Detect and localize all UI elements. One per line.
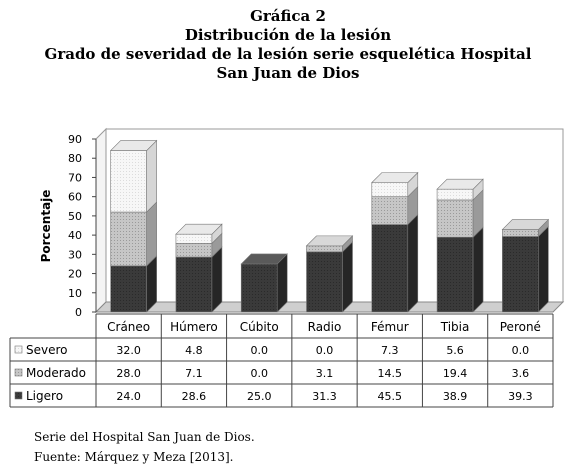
y-tick-label: 90	[68, 133, 82, 146]
bar-craneo-severo-side	[146, 139, 157, 213]
x-tick-label-radio: Radio	[308, 320, 342, 334]
data-label-humero-ligero: 28.6	[182, 390, 207, 403]
bar-femur-severo	[371, 182, 409, 197]
bar-radio-ligero	[306, 251, 343, 313]
data-label-craneo-severo: 32.0	[116, 344, 141, 357]
y-tick-label: 60	[68, 191, 82, 204]
y-tick-label: 30	[68, 248, 82, 261]
footnote-source: Fuente: Márquez y Meza [2013].	[34, 450, 234, 464]
data-label-femur-severo: 7.3	[381, 344, 399, 357]
bar-tibia-severo-top	[436, 178, 484, 190]
bar-femur-ligero-side	[407, 213, 419, 313]
data-label-radio-moderado: 3.1	[316, 367, 334, 380]
y-axis: 0 10 20 30 40 50 60 70 80 90	[68, 133, 97, 319]
chart-title: Gráfica 2	[250, 7, 326, 25]
bar-radio-moderado-top	[305, 235, 354, 247]
data-label-cubito-moderado: 0.0	[250, 367, 268, 380]
data-label-humero-severo: 4.8	[185, 344, 203, 357]
data-label-tibia-severo: 5.6	[446, 344, 464, 357]
data-label-cubito-severo: 0.0	[250, 344, 268, 357]
bar-tibia-ligero	[436, 236, 474, 313]
bar-craneo-severo	[110, 150, 147, 213]
data-label-humero-moderado: 7.1	[185, 367, 203, 380]
legend-key-severo	[14, 345, 23, 354]
data-table: Cráneo Húmero Cúbito Radio Fémur Tibia Peroné S…	[9, 313, 554, 408]
legend-label-severo: Severo	[26, 343, 68, 357]
chart-subtitle-line-1: Distribución de la lesión	[184, 26, 392, 44]
data-label-cubito-ligero: 25.0	[247, 390, 272, 403]
data-label-perone-ligero: 39.3	[508, 390, 533, 403]
bar-craneo-severo-top	[109, 140, 158, 151]
bar-radio-ligero-side	[342, 241, 353, 313]
bar-perone-ligero	[502, 236, 539, 313]
data-label-radio-severo: 0.0	[316, 344, 334, 357]
bar-femur-ligero	[371, 224, 409, 313]
x-tick-label-craneo: Cráneo	[107, 320, 150, 334]
y-axis-label: Porcentaje	[39, 190, 53, 263]
bar-craneo-ligero	[110, 265, 147, 313]
bar-tibia-ligero-side	[472, 226, 484, 313]
bar-radio-moderado	[306, 245, 343, 253]
chart-area: 0 10 20 30 40 50 60 70 80 90 Cráneo Húmero Cúbito Ra…	[9, 127, 565, 408]
y-tick-label: 40	[68, 229, 82, 242]
x-tick-label-tibia: Tibia	[440, 320, 470, 334]
footnote-series: Serie del Hospital San Juan de Dios.	[34, 430, 255, 444]
bar-humero-ligero	[175, 256, 213, 313]
bar-femur-moderado	[371, 196, 409, 225]
data-label-tibia-ligero: 38.9	[443, 390, 468, 403]
bar-humero-severo	[175, 233, 213, 244]
y-tick-label: 0	[75, 306, 82, 319]
bar-tibia-moderado	[436, 199, 474, 238]
chart-subtitle-line-2: Grado de severidad de la lesión serie es…	[44, 45, 532, 63]
bar-perone-moderado	[502, 229, 539, 237]
legend-key-moderado	[14, 368, 23, 377]
x-tick-label-perone: Peroné	[500, 320, 541, 334]
data-label-radio-ligero: 31.3	[312, 390, 337, 403]
y-tick-label: 50	[68, 210, 82, 223]
legend-label-moderado: Moderado	[26, 366, 86, 380]
legend-label-ligero: Ligero	[26, 389, 63, 403]
chart-subtitle-line-3: San Juan de Dios	[216, 64, 360, 82]
bar-craneo-moderado	[110, 211, 147, 267]
bar-humero-ligero-side	[211, 246, 223, 313]
bars	[109, 139, 550, 313]
bar-cubito-ligero-top	[240, 253, 288, 265]
bar-tibia-severo	[436, 188, 474, 201]
bar-humero-severo-top	[175, 223, 223, 235]
y-tick-label: 80	[68, 152, 82, 165]
data-label-tibia-moderado: 19.4	[443, 367, 468, 380]
bar-perone-ligero-side	[538, 225, 549, 313]
bar-cubito-ligero	[240, 263, 278, 313]
y-tick-label: 20	[68, 268, 82, 281]
bar-perone-moderado-top	[501, 219, 550, 230]
y-tick-label: 70	[68, 171, 82, 184]
data-label-femur-ligero: 45.5	[378, 390, 403, 403]
data-label-perone-severo: 0.0	[512, 344, 530, 357]
data-label-craneo-moderado: 28.0	[116, 367, 141, 380]
y-tick-label: 10	[68, 287, 82, 300]
x-tick-label-cubito: Cúbito	[240, 320, 279, 334]
x-tick-label-humero: Húmero	[170, 320, 218, 334]
data-label-perone-moderado: 3.6	[512, 367, 530, 380]
data-label-femur-moderado: 14.5	[378, 367, 403, 380]
x-tick-label-femur: Fémur	[371, 320, 409, 334]
bar-femur-severo-top	[371, 172, 419, 183]
bar-humero-moderado	[175, 243, 213, 258]
bar-craneo-moderado-side	[146, 201, 157, 267]
data-label-craneo-ligero: 24.0	[116, 390, 141, 403]
side-wall	[95, 127, 107, 314]
legend-key-ligero	[14, 391, 23, 400]
